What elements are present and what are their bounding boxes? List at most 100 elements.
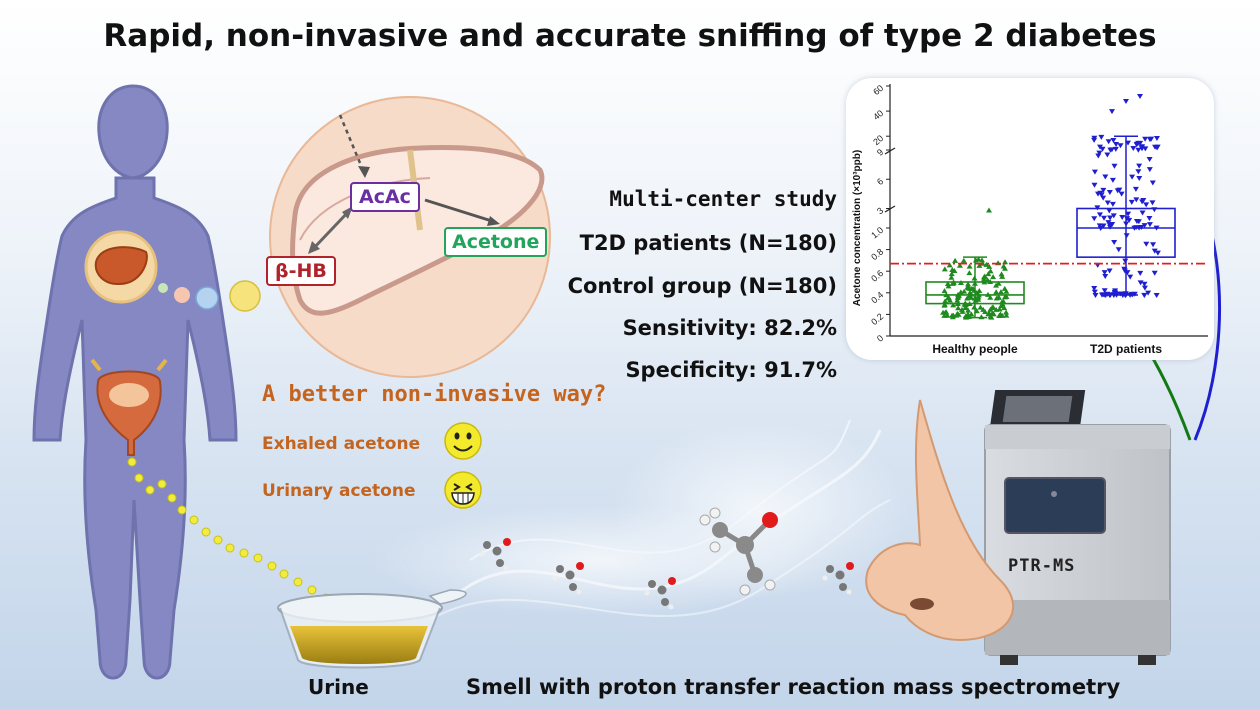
sensitivity-value: Sensitivity: 82.2% xyxy=(622,316,837,340)
data-point xyxy=(946,262,953,268)
data-point xyxy=(944,281,951,287)
y-tick-label: 0.4 xyxy=(869,290,885,306)
y-tick-label: 0.8 xyxy=(869,246,885,262)
data-point xyxy=(1109,109,1115,115)
data-point xyxy=(1106,190,1113,196)
data-point xyxy=(1091,286,1098,292)
data-point xyxy=(986,263,993,269)
data-point xyxy=(980,276,987,282)
data-point xyxy=(1109,201,1116,207)
data-point xyxy=(1154,250,1161,256)
data-point xyxy=(1115,247,1122,253)
acetone-box-chart-panel: 0 0.2 0.4 0.6 0.8 1.0 3 6 9 20 40 60 Acetone concent… xyxy=(846,78,1214,360)
y-tick-label: 20 xyxy=(871,133,885,147)
data-point xyxy=(1136,163,1143,169)
data-point xyxy=(950,302,957,308)
data-point xyxy=(993,289,1000,295)
data-point xyxy=(1146,222,1153,228)
noninvasive-question: A better non-invasive way? xyxy=(262,382,607,407)
data-point xyxy=(1091,216,1098,222)
box-iqr xyxy=(925,281,1025,305)
data-point xyxy=(1108,147,1115,153)
data-point xyxy=(1138,144,1145,150)
data-point xyxy=(1141,281,1148,287)
nose-icon xyxy=(865,399,1014,642)
y-tick-label: 0.6 xyxy=(869,268,885,284)
data-point xyxy=(986,207,992,213)
data-point xyxy=(959,308,966,314)
box-iqr xyxy=(1076,207,1176,258)
data-point xyxy=(1148,136,1155,142)
data-point xyxy=(1003,312,1010,318)
acetone-label-box: Acetone xyxy=(444,227,548,257)
data-point xyxy=(978,257,985,263)
data-point xyxy=(1127,274,1134,280)
data-point xyxy=(1146,157,1153,163)
data-point xyxy=(1119,215,1126,221)
data-point xyxy=(1107,215,1114,221)
data-point xyxy=(1128,199,1135,205)
data-point xyxy=(1130,146,1137,152)
data-point xyxy=(1111,163,1118,169)
data-point xyxy=(995,294,1002,300)
data-point xyxy=(948,274,955,280)
data-point xyxy=(1001,285,1008,291)
data-point xyxy=(944,312,951,318)
data-point xyxy=(949,312,956,318)
data-point xyxy=(1152,144,1159,150)
control-group-count: Control group (N=180) xyxy=(567,274,837,298)
data-point xyxy=(945,283,952,289)
data-point xyxy=(987,306,994,312)
data-point xyxy=(942,298,949,304)
data-point xyxy=(990,311,997,317)
data-point xyxy=(975,294,982,300)
data-point xyxy=(985,271,992,277)
data-point xyxy=(1129,174,1136,180)
data-point xyxy=(1104,291,1111,297)
data-point xyxy=(987,268,994,274)
bhb-label: β-HB xyxy=(275,260,327,282)
instrument-label: PTR-MS xyxy=(1008,556,1076,576)
data-point xyxy=(952,257,959,263)
data-point xyxy=(1136,175,1143,181)
urine-droplets xyxy=(127,457,331,603)
data-point xyxy=(978,314,985,320)
data-point xyxy=(945,295,952,301)
data-point xyxy=(1099,146,1106,152)
y-axis-break xyxy=(884,147,896,155)
y-tick-label: 40 xyxy=(871,108,885,122)
data-point xyxy=(1106,208,1113,214)
data-point xyxy=(987,294,994,300)
data-point xyxy=(1110,213,1117,219)
data-point xyxy=(1104,200,1111,206)
data-point xyxy=(1149,200,1156,206)
data-point xyxy=(951,268,958,274)
data-point xyxy=(966,270,973,276)
data-point xyxy=(1133,142,1140,148)
data-point xyxy=(1142,136,1149,142)
data-point xyxy=(1137,140,1144,146)
acetone-molecule-icons xyxy=(479,507,854,610)
data-point xyxy=(1002,259,1009,265)
data-point xyxy=(1132,186,1139,192)
data-point xyxy=(964,311,971,317)
y-tick-label: 6 xyxy=(875,176,885,187)
data-point xyxy=(997,289,1004,295)
data-point xyxy=(1153,292,1160,298)
data-point xyxy=(1001,305,1008,311)
data-point xyxy=(985,311,992,317)
data-point xyxy=(1137,94,1143,100)
data-point xyxy=(1113,141,1120,147)
y-tick-label: 0 xyxy=(875,333,885,344)
data-point xyxy=(1139,199,1146,205)
data-point xyxy=(977,304,984,310)
acac-label: AcAc xyxy=(359,186,411,208)
data-point xyxy=(1137,270,1144,276)
data-point xyxy=(993,306,1000,312)
data-point xyxy=(1109,177,1116,183)
acac-label-box: AcAc xyxy=(350,182,420,212)
data-point xyxy=(1141,292,1148,298)
liver-organ-icon xyxy=(84,230,158,304)
y-axis-label: Acetone concentration (×10³ppb) xyxy=(852,150,863,306)
